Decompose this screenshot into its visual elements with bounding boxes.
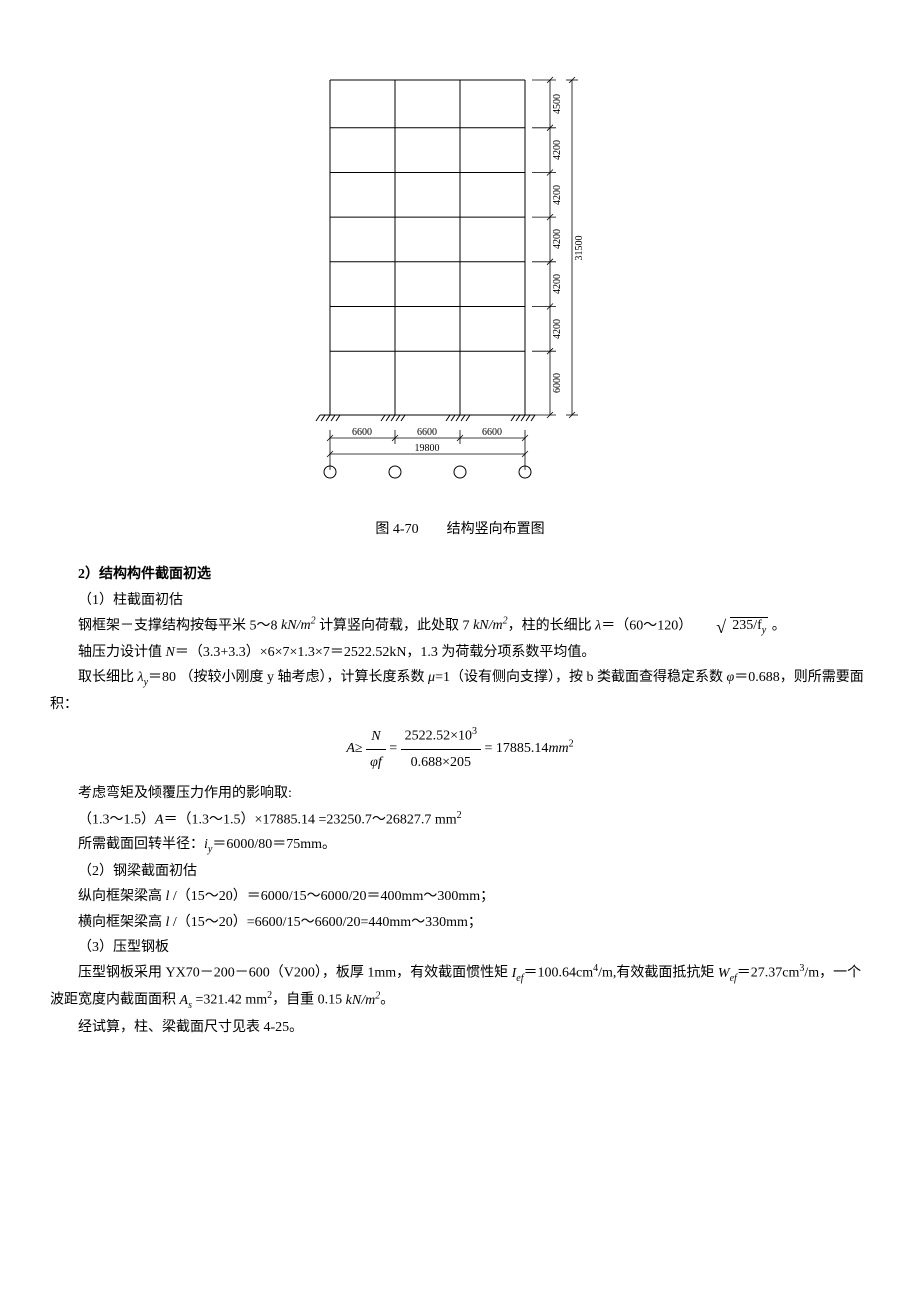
eq2: = 17885.14 bbox=[485, 742, 549, 757]
unit-kNm2-3: kN/m2 bbox=[346, 993, 381, 1008]
total-width-dim: 19800 bbox=[415, 443, 440, 454]
unit-kNm2-2: kN/m2 bbox=[473, 618, 508, 633]
para-slenderness: 取长细比 λy＝80 （按较小刚度 y 轴考虑），计算长度系数 μ=1（设有侧向… bbox=[50, 665, 870, 717]
story-5-dim: 4200 bbox=[552, 185, 563, 205]
p2b: ＝（3.3+3.3）×6×7×1.3×7＝2522.52kN，1.3 为荷载分项… bbox=[175, 645, 596, 660]
p1b: 计算竖向荷载，此处取 7 bbox=[316, 618, 474, 633]
p1a: 钢框架－支撑结构按每平米 5～8 bbox=[78, 618, 281, 633]
p9c: /m,有效截面抵抗矩 bbox=[598, 966, 718, 981]
para-axial-force: 轴压力设计值 N＝（3.3+3.3）×6×7×1.3×7＝2522.52kN，1… bbox=[50, 640, 870, 665]
p3c: =1（设有侧向支撑），按 b 类截面查得稳定系数 bbox=[435, 670, 726, 685]
elevation-diagram: 6600 6600 6600 19800 600 bbox=[300, 70, 620, 500]
story-1-dim: 6000 bbox=[552, 373, 563, 393]
total-height-dim: 31500 bbox=[574, 236, 585, 261]
para-bending-effect: 考虑弯矩及倾覆压力作用的影响取: bbox=[50, 781, 870, 806]
p5a: （1.3～1.5） bbox=[78, 812, 155, 827]
p7b: /（15～20）＝6000/15～6000/20＝400mm～300mm； bbox=[169, 889, 494, 904]
sym-As: As bbox=[180, 993, 192, 1008]
p8b: /（15～20）=6600/15～6600/20=440mm～330mm； bbox=[169, 915, 482, 930]
item-1-title: （1）柱截面初估 bbox=[50, 588, 870, 613]
p6b: ＝6000/80＝75mm。 bbox=[212, 837, 336, 852]
eq1: = bbox=[389, 742, 397, 757]
para-deck: 压型钢板采用 YX70－200－600（V200），板厚 1mm，有效截面惯性矩… bbox=[50, 960, 870, 1015]
story-3-dim: 4200 bbox=[552, 274, 563, 294]
bay-3-dim: 6600 bbox=[482, 427, 502, 438]
para-table-ref: 经试算，柱、梁截面尺寸见表 4-25。 bbox=[50, 1015, 870, 1040]
sym-mu: μ bbox=[428, 670, 435, 685]
para-trans-beam: 横向框架梁高 l /（15～20）=6600/15～6600/20=440mm～… bbox=[50, 910, 870, 935]
unit-kNm2-1: kN/m2 bbox=[281, 618, 316, 633]
bay-1-dim: 6600 bbox=[352, 427, 372, 438]
p3b: ＝80 （按较小刚度 y 轴考虑），计算长度系数 bbox=[148, 670, 428, 685]
p6a: 所需截面回转半径： bbox=[78, 837, 204, 852]
p9d: ＝27.37cm bbox=[737, 966, 800, 981]
para-radius: 所需截面回转半径：iy＝6000/80＝75mm。 bbox=[50, 832, 870, 859]
para-frame-load: 钢框架－支撑结构按每平米 5～8 kN/m2 计算竖向荷载，此处取 7 kN/m… bbox=[50, 613, 870, 640]
bay-2-dim: 6600 bbox=[417, 427, 437, 438]
formula-lhs: A bbox=[346, 742, 355, 757]
frac-2: 2522.52×1030.688×205 bbox=[401, 723, 481, 775]
formula-geq: ≥ bbox=[355, 742, 363, 757]
story-4-dim: 4200 bbox=[552, 229, 563, 249]
item-2-title: （2）钢梁截面初估 bbox=[50, 859, 870, 884]
sym-A: A bbox=[155, 812, 164, 827]
figure-caption: 图 4-70 结构竖向布置图 bbox=[50, 517, 870, 542]
p8a: 横向框架梁高 bbox=[78, 915, 166, 930]
p3a: 取长细比 bbox=[78, 670, 138, 685]
formula-unit: mm bbox=[548, 742, 568, 757]
p9f: =321.42 mm bbox=[192, 993, 267, 1008]
p9b: ＝100.64cm bbox=[524, 966, 594, 981]
p2a: 轴压力设计值 bbox=[78, 645, 166, 660]
p1d: ＝（60～120） bbox=[601, 618, 692, 633]
story-6-dim: 4200 bbox=[552, 140, 563, 160]
item-3-title: （3）压型钢板 bbox=[50, 935, 870, 960]
sym-N: N bbox=[166, 645, 175, 660]
p5b: ＝（1.3～1.5）×17885.14 =23250.7～26827.7 mm bbox=[164, 812, 457, 827]
p7a: 纵向框架梁高 bbox=[78, 889, 166, 904]
para-long-beam: 纵向框架梁高 l /（15～20）＝6000/15～6000/20＝400mm～… bbox=[50, 884, 870, 909]
formula-unit-sup: 2 bbox=[569, 739, 574, 750]
sym-lambda-y: λy bbox=[138, 670, 149, 685]
p9h: 。 bbox=[380, 993, 394, 1008]
sym-Ief: Ief bbox=[512, 966, 524, 981]
story-2-dim: 4200 bbox=[552, 319, 563, 339]
para-area-range: （1.3～1.5）A＝（1.3～1.5）×17885.14 =23250.7～2… bbox=[50, 807, 870, 833]
figure-4-70: 6600 6600 6600 19800 600 bbox=[50, 70, 870, 542]
p1c: ，柱的长细比 bbox=[508, 618, 596, 633]
sqrt-235fy: 235/fy bbox=[692, 613, 768, 640]
p9a: 压型钢板采用 YX70－200－600（V200），板厚 1mm，有效截面惯性矩 bbox=[78, 966, 512, 981]
section-title: 2）结构构件截面初选 bbox=[50, 562, 870, 587]
sym-Wef: Wef bbox=[718, 966, 737, 981]
area-formula: A≥ Nφf = 2522.52×1030.688×205 = 17885.14… bbox=[50, 723, 870, 775]
frac-1: Nφf bbox=[366, 724, 386, 775]
story-7-dim: 4500 bbox=[552, 94, 563, 114]
p9g: ，自重 0.15 bbox=[272, 993, 346, 1008]
